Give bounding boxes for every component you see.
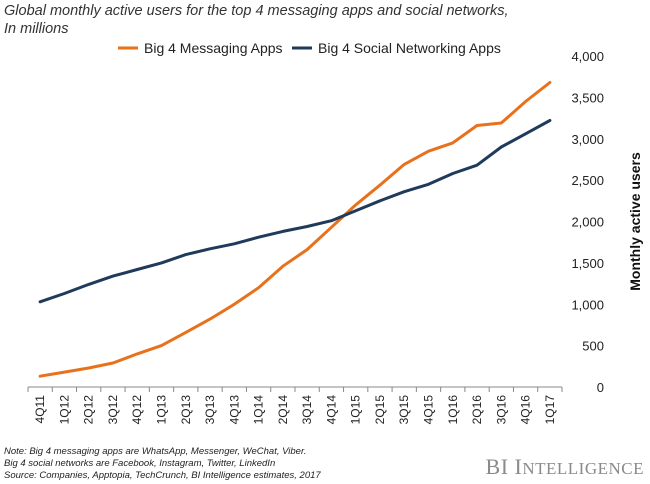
chart-title: Global monthly active users for the top … bbox=[4, 2, 509, 38]
y-tick-label-1000: 1,000 bbox=[571, 297, 604, 312]
chart-notes: Note: Big 4 messaging apps are WhatsApp,… bbox=[4, 446, 321, 482]
x-tick-label-3q14: 3Q14 bbox=[300, 395, 314, 425]
x-tick-label-1q17: 1Q17 bbox=[543, 395, 557, 425]
x-tick-label-1q12: 1Q12 bbox=[57, 395, 71, 425]
x-tick-label-1q14: 1Q14 bbox=[252, 395, 266, 425]
note-social-networks: Big 4 social networks are Facebook, Inst… bbox=[4, 458, 276, 469]
x-tick-label-2q12: 2Q12 bbox=[82, 395, 96, 425]
bi-intelligence-logo: BI INTELLIGENCE bbox=[486, 454, 644, 480]
note-messaging-apps: Note: Big 4 messaging apps are WhatsApp,… bbox=[4, 446, 307, 457]
logo-bi: BI bbox=[485, 454, 509, 479]
x-tick-label-2q16: 2Q16 bbox=[470, 395, 484, 425]
y-tick-label-3500: 3,500 bbox=[571, 90, 604, 105]
line-chart: 4Q11 1Q12 2Q12 3Q12 4Q12 1Q13 2Q13 3Q13 4Q13 1Q14… bbox=[27, 40, 643, 425]
x-tick-label-4q15: 4Q15 bbox=[422, 395, 436, 425]
series-line-social-networking-apps bbox=[38, 119, 552, 304]
y-tick-label-2000: 2,000 bbox=[571, 215, 604, 230]
note-source: Source: Companies, Apptopia, TechCrunch,… bbox=[4, 470, 321, 481]
x-tick-label-4q14: 4Q14 bbox=[324, 395, 338, 425]
y-tick-label-2500: 2,500 bbox=[571, 173, 604, 188]
x-tick-label-4q11: 4Q11 bbox=[33, 395, 47, 424]
logo-intelligence-initial: I bbox=[514, 454, 523, 479]
x-tick-label-3q16: 3Q16 bbox=[494, 395, 508, 425]
series-line-messaging-apps bbox=[38, 81, 552, 378]
x-tick-label-3q13: 3Q13 bbox=[203, 395, 217, 425]
legend-label-messaging-apps: Big 4 Messaging Apps bbox=[144, 40, 283, 56]
x-tick-label-1q16: 1Q16 bbox=[446, 395, 460, 425]
y-axis-title: Monthly active users bbox=[627, 152, 643, 291]
y-tick-label-0: 0 bbox=[597, 380, 604, 395]
x-tick-label-3q15: 3Q15 bbox=[397, 395, 411, 425]
chart-title-line-2: In millions bbox=[4, 21, 69, 37]
x-tick-label-4q16: 4Q16 bbox=[519, 395, 533, 425]
logo-intelligence-rest: NTELLIGENCE bbox=[522, 459, 644, 478]
y-tick-label-4000: 4,000 bbox=[571, 49, 604, 64]
x-tick-label-2q13: 2Q13 bbox=[179, 395, 193, 425]
y-tick-label-1500: 1,500 bbox=[571, 256, 604, 271]
x-tick-label-4q13: 4Q13 bbox=[227, 395, 241, 425]
x-tick-label-2q14: 2Q14 bbox=[276, 395, 290, 425]
x-tick-label-3q12: 3Q12 bbox=[106, 395, 120, 425]
x-tick-label-1q13: 1Q13 bbox=[155, 395, 169, 425]
legend-label-social-networking-apps: Big 4 Social Networking Apps bbox=[318, 40, 501, 56]
chart-title-line-1: Global monthly active users for the top … bbox=[4, 3, 509, 19]
y-tick-label-3000: 3,000 bbox=[571, 132, 604, 147]
x-tick-label-1q15: 1Q15 bbox=[349, 395, 363, 425]
x-tick-label-2q15: 2Q15 bbox=[373, 395, 387, 425]
y-tick-label-500: 500 bbox=[582, 339, 604, 354]
x-tick-label-4q12: 4Q12 bbox=[130, 395, 144, 425]
